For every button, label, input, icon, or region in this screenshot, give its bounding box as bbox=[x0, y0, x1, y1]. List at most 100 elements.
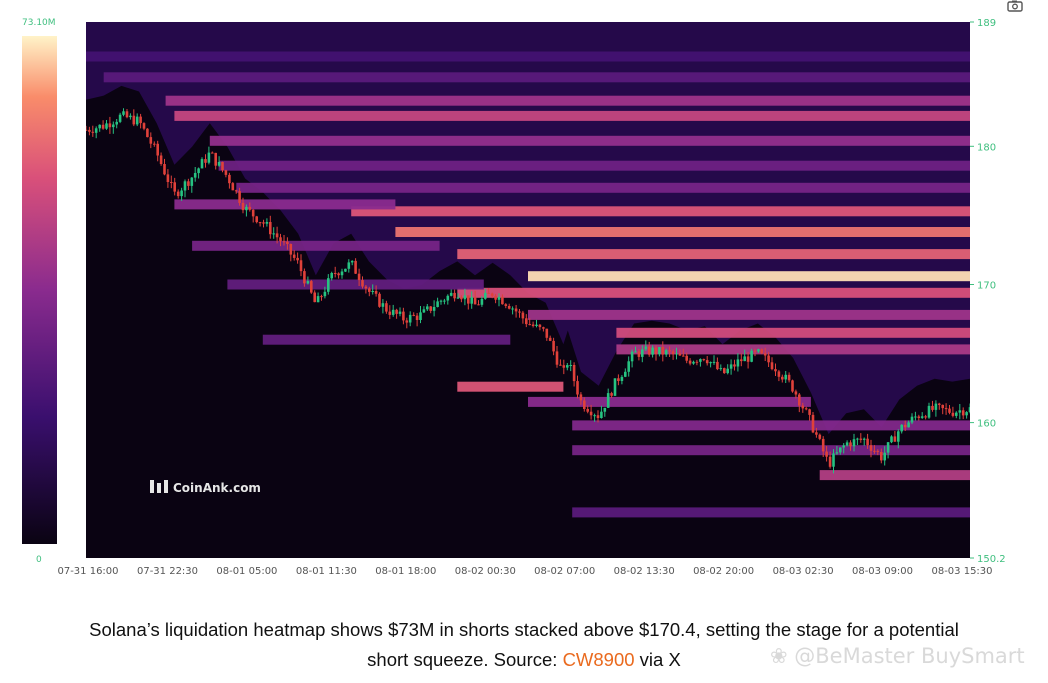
candle-body-90 bbox=[391, 309, 395, 315]
candle-body-216 bbox=[821, 438, 825, 452]
candle-body-119 bbox=[490, 293, 494, 296]
caption-line-2-prefix: short squeeze. Source: bbox=[367, 649, 563, 670]
liquidation-band-2 bbox=[165, 95, 970, 106]
candle-body-254 bbox=[951, 412, 955, 416]
logo-text: CoinAnk.com bbox=[173, 481, 261, 495]
figure-caption: Solana’s liquidation heatmap shows $73M … bbox=[20, 615, 1028, 675]
candle-body-38 bbox=[214, 152, 217, 166]
candle-body-93 bbox=[402, 311, 405, 321]
candle-body-238 bbox=[897, 431, 900, 442]
price-candles bbox=[86, 108, 970, 474]
candle-body-29 bbox=[183, 181, 187, 191]
liquidation-band-0 bbox=[86, 51, 970, 62]
candle-body-137 bbox=[552, 340, 555, 352]
candle-body-209 bbox=[798, 394, 801, 406]
candle-body-123 bbox=[504, 304, 508, 306]
candle-body-204 bbox=[781, 376, 784, 380]
candle-body-34 bbox=[200, 159, 204, 169]
candle-body-112 bbox=[467, 295, 470, 304]
candle-body-94 bbox=[405, 320, 409, 323]
candle-body-80 bbox=[357, 273, 361, 281]
candle-body-173 bbox=[675, 353, 678, 355]
y-tick-label-2: 170 bbox=[977, 281, 996, 292]
candle-body-225 bbox=[852, 439, 856, 447]
candle-body-178 bbox=[692, 361, 695, 364]
candle-body-86 bbox=[378, 293, 381, 307]
candle-body-0 bbox=[86, 129, 88, 131]
candle-body-85 bbox=[374, 291, 378, 294]
candle-body-40 bbox=[221, 162, 224, 171]
candle-body-199 bbox=[763, 353, 767, 356]
liquidation-band-4 bbox=[209, 135, 970, 146]
candle-body-194 bbox=[746, 356, 750, 362]
candle-body-167 bbox=[654, 347, 658, 355]
candle-body-69 bbox=[320, 296, 323, 298]
candle-body-251 bbox=[941, 404, 944, 409]
candle-body-189 bbox=[729, 364, 733, 369]
candle-body-65 bbox=[306, 281, 310, 284]
candle-body-248 bbox=[931, 405, 934, 410]
candle-body-92 bbox=[398, 311, 402, 314]
candle-body-37 bbox=[211, 152, 214, 154]
candle-body-259 bbox=[968, 407, 970, 413]
x-tick-label-8: 08-02 20:00 bbox=[693, 566, 754, 577]
candle-body-158 bbox=[624, 371, 627, 377]
candle-body-200 bbox=[767, 355, 770, 363]
x-tick-label-9: 08-03 02:30 bbox=[773, 566, 834, 577]
camera-icon[interactable] bbox=[1006, 0, 1024, 12]
candle-body-179 bbox=[695, 361, 699, 363]
candle-body-174 bbox=[678, 353, 682, 356]
candle-body-115 bbox=[477, 304, 480, 306]
candle-body-84 bbox=[371, 291, 374, 292]
candle-body-79 bbox=[354, 260, 357, 274]
candle-body-120 bbox=[494, 295, 497, 300]
candle-body-232 bbox=[876, 450, 880, 452]
candle-body-49 bbox=[251, 209, 255, 217]
candle-body-124 bbox=[507, 306, 511, 309]
candle-body-110 bbox=[460, 297, 463, 300]
candle-body-198 bbox=[760, 349, 764, 354]
candle-body-215 bbox=[818, 434, 822, 439]
candle-body-140 bbox=[562, 365, 566, 368]
candle-body-10 bbox=[118, 114, 122, 122]
candle-body-202 bbox=[774, 369, 777, 372]
candle-body-51 bbox=[258, 222, 262, 224]
candle-body-139 bbox=[559, 364, 562, 366]
candle-body-114 bbox=[473, 297, 477, 305]
candle-body-247 bbox=[927, 405, 931, 418]
candle-body-197 bbox=[757, 349, 760, 352]
candle-body-75 bbox=[340, 271, 344, 276]
candle-body-100 bbox=[426, 306, 429, 310]
candle-body-208 bbox=[794, 391, 798, 395]
candle-body-54 bbox=[269, 222, 272, 235]
candle-body-98 bbox=[419, 312, 422, 320]
candle-body-82 bbox=[364, 286, 368, 289]
candle-body-183 bbox=[709, 362, 712, 364]
source-link[interactable]: CW8900 bbox=[562, 649, 635, 670]
candle-body-226 bbox=[856, 438, 859, 440]
coinank-logo: CoinAnk.com bbox=[150, 480, 261, 495]
candle-body-9 bbox=[115, 121, 118, 125]
candle-body-56 bbox=[275, 233, 279, 238]
candle-body-155 bbox=[613, 378, 617, 396]
candle-body-19 bbox=[149, 137, 153, 144]
candle-body-156 bbox=[617, 378, 620, 381]
candle-body-245 bbox=[920, 416, 924, 418]
candle-body-121 bbox=[497, 296, 501, 300]
candle-body-113 bbox=[470, 297, 473, 304]
candle-body-129 bbox=[525, 318, 528, 325]
x-tick-label-5: 08-02 00:30 bbox=[455, 566, 516, 577]
candle-body-78 bbox=[350, 260, 354, 263]
candle-body-99 bbox=[422, 309, 426, 313]
candle-body-145 bbox=[579, 394, 583, 401]
candle-body-67 bbox=[313, 292, 316, 303]
candle-body-28 bbox=[180, 190, 183, 197]
liquidation-band-12 bbox=[528, 309, 970, 320]
candle-body-154 bbox=[610, 393, 613, 396]
liquidation-band-7 bbox=[351, 206, 970, 217]
candle-body-2 bbox=[91, 131, 95, 133]
candle-body-4 bbox=[98, 124, 101, 129]
candle-body-122 bbox=[501, 296, 504, 305]
candle-body-91 bbox=[395, 309, 398, 314]
candle-body-221 bbox=[839, 447, 842, 453]
